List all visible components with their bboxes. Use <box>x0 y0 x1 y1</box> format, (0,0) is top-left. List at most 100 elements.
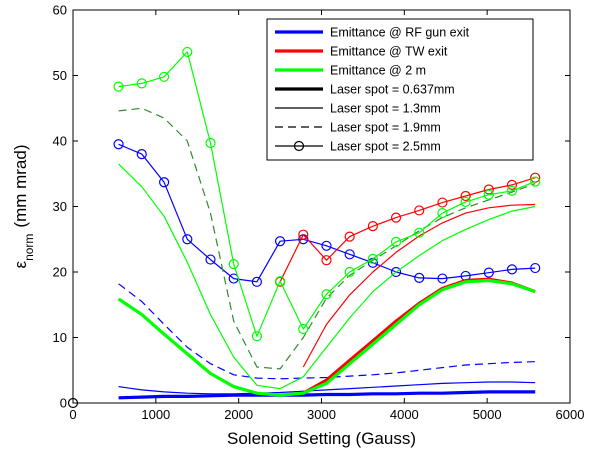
data-point <box>344 231 355 242</box>
data-point <box>367 253 378 264</box>
y-axis-label-sub: norm <box>22 234 36 261</box>
data-point <box>414 272 425 283</box>
series-green-13 <box>118 163 536 390</box>
data-point <box>159 71 170 82</box>
data-point <box>274 236 286 247</box>
data-point <box>390 236 402 247</box>
data-point <box>460 190 471 202</box>
series-line-red-13 <box>302 203 536 368</box>
x-tick-label: 6000 <box>556 407 585 422</box>
series-green-0637 <box>117 278 536 397</box>
y-tick-label: 50 <box>53 68 67 83</box>
y-tick-label: 20 <box>53 265 67 280</box>
data-point <box>390 212 402 223</box>
legend-box <box>266 18 534 161</box>
data-point <box>159 177 170 188</box>
y-tick-label: 40 <box>53 134 67 149</box>
legend-label: Emittance @ 2 m <box>330 64 426 78</box>
data-point <box>298 229 309 240</box>
legend-marker <box>293 140 305 152</box>
data-point <box>298 323 309 335</box>
data-point <box>437 207 448 219</box>
data-point <box>321 240 332 251</box>
y-tick-label: 0 <box>60 396 67 411</box>
legend-entry: Laser spot = 1.3mm <box>275 102 441 116</box>
data-point <box>182 234 193 245</box>
data-point <box>344 266 355 278</box>
y-tick-label: 10 <box>53 330 67 345</box>
series-line-blue-25 <box>118 143 536 283</box>
data-point <box>506 179 518 190</box>
x-tick-label: 3000 <box>307 407 336 422</box>
data-point <box>506 264 518 275</box>
series-line-blue-0637 <box>118 390 536 400</box>
legend-entry: Laser spot = 2.5mm <box>275 140 441 154</box>
data-point <box>483 184 494 195</box>
data-point <box>483 267 494 278</box>
data-point <box>205 137 216 149</box>
x-tick-label: 0 <box>69 407 76 422</box>
series-line-blue-19 <box>118 283 536 380</box>
data-point <box>251 331 262 342</box>
series-green-25 <box>113 46 541 342</box>
x-tick-label: 1000 <box>141 407 170 422</box>
series-line-green-25 <box>118 51 536 337</box>
legend-entry: Laser spot = 1.9mm <box>275 121 441 135</box>
series-blue-25 <box>113 139 541 287</box>
y-tick-label: 30 <box>53 199 67 214</box>
legend-label: Laser spot = 1.9mm <box>330 121 441 135</box>
data-point <box>205 254 216 265</box>
data-point <box>367 221 378 232</box>
legend-label: Laser spot = 1.3mm <box>330 102 441 116</box>
legend-label: Emittance @ TW exit <box>330 45 448 59</box>
legend: Emittance @ RF gun exit Emittance @ TW ex… <box>266 18 534 161</box>
data-point <box>483 189 494 200</box>
legend-entry: Emittance @ TW exit <box>275 45 448 59</box>
data-point <box>414 205 425 216</box>
series-red-25 <box>274 172 541 287</box>
legend-entry: Emittance @ 2 m <box>275 64 426 78</box>
data-point <box>530 262 541 274</box>
data-point <box>530 176 541 187</box>
data-point <box>390 266 402 278</box>
data-point <box>321 289 332 300</box>
data-point <box>437 273 448 284</box>
series-line-green-19 <box>118 107 536 370</box>
data-point <box>251 276 262 287</box>
series-line-red-25 <box>279 177 536 283</box>
legend-label: Laser spot = 2.5mm <box>330 140 441 154</box>
series-blue-19 <box>118 283 536 380</box>
data-point <box>506 185 518 196</box>
series-blue-13 <box>118 381 536 395</box>
legend-label: Laser spot = 0.637mm <box>330 83 455 97</box>
data-point <box>321 255 332 266</box>
legend-entry: Laser spot = 0.637mm <box>275 83 455 97</box>
data-point <box>136 149 147 160</box>
data-point <box>113 139 124 150</box>
series-blue-0637 <box>118 390 536 400</box>
data-point <box>136 78 147 89</box>
x-tick-label: 2000 <box>224 407 253 422</box>
series-line-green-0637 <box>117 278 536 397</box>
ticks-layer: 0 1000 2000 3000 4000 5000 6000 0 10 20 30 40 50 60 <box>53 3 585 423</box>
series-green-19 <box>118 107 536 370</box>
y-axis-label-rest: (mm mrad) <box>11 144 30 227</box>
series-red-13 <box>302 203 536 368</box>
series-line-blue-13 <box>118 381 536 395</box>
x-tick-label: 4000 <box>390 407 419 422</box>
data-point <box>228 259 239 270</box>
series-layer <box>67 46 541 409</box>
legend-label: Emittance @ RF gun exit <box>330 26 470 40</box>
y-tick-label: 60 <box>53 3 67 18</box>
legend-entry: Emittance @ RF gun exit <box>275 26 470 40</box>
data-point <box>460 196 471 208</box>
y-axis-label: εnorm (mm mrad) <box>11 144 36 268</box>
y-axis-label-main: ε <box>11 261 30 269</box>
data-point <box>113 81 124 92</box>
data-point <box>414 227 425 238</box>
data-point <box>344 249 355 260</box>
x-tick-label: 5000 <box>473 407 502 422</box>
data-point <box>274 276 286 287</box>
x-axis-label: Solenoid Setting (Gauss) <box>227 429 416 448</box>
